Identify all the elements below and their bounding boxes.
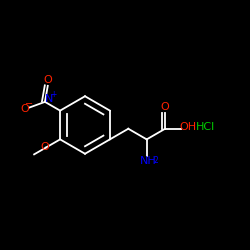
Text: 2: 2 xyxy=(154,156,158,165)
Text: O: O xyxy=(21,104,30,114)
Text: −: − xyxy=(25,99,33,109)
Text: NH: NH xyxy=(140,156,156,166)
Text: OH: OH xyxy=(180,122,197,132)
Text: N: N xyxy=(44,94,53,104)
Text: O: O xyxy=(40,142,49,152)
Text: O: O xyxy=(44,75,52,85)
Text: HCl: HCl xyxy=(196,122,215,132)
Text: +: + xyxy=(50,90,57,99)
Text: O: O xyxy=(161,102,170,113)
